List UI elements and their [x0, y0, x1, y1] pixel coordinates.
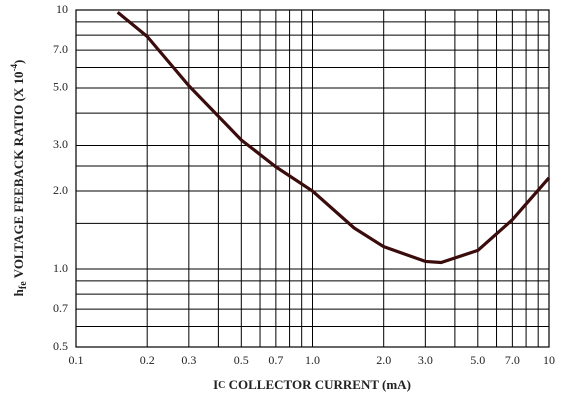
y-tick-label: 10: [56, 2, 68, 16]
x-tick-label: 2.0: [376, 353, 391, 367]
y-label-sup: -4: [9, 64, 19, 72]
x-axis-label: IC COLLECTOR CURRENT (mA): [213, 377, 411, 392]
x-tick-label: 10: [543, 353, 555, 367]
y-tick-label: 3.0: [53, 137, 68, 151]
x-tick-label: 7.0: [505, 353, 520, 367]
x-tick-label: 3.0: [418, 353, 433, 367]
y-tick-label: 2.0: [53, 183, 68, 197]
y-label-end: ): [11, 60, 26, 64]
y-label-main: h: [11, 288, 26, 296]
x-label-main: I: [213, 377, 218, 392]
y-tick-label: 7.0: [53, 42, 68, 56]
x-tick-label: 1.0: [305, 353, 320, 367]
x-tick-label: 0.3: [181, 353, 196, 367]
x-tick-label: 0.5: [234, 353, 249, 367]
x-tick-label: 0.1: [69, 353, 84, 367]
y-label-text: VOLTAGE FEEBACK RATIO (X 10: [11, 72, 26, 282]
x-tick-label: 0.2: [140, 353, 155, 367]
y-tick-label: 0.7: [53, 301, 68, 315]
y-tick-label: 5.0: [53, 80, 68, 94]
x-tick-label: 0.7: [268, 353, 283, 367]
data-line: [116, 11, 551, 265]
y-axis-label: hfe VOLTAGE FEEBACK RATIO (X 10-4): [9, 60, 29, 297]
x-tick-label: 5.0: [470, 353, 485, 367]
y-tick-label: 1.0: [53, 261, 68, 275]
y-tick-label: 0.5: [53, 339, 68, 353]
x-label-text: COLLECTOR CURRENT (mA): [225, 377, 411, 392]
x-label-sub: C: [218, 380, 225, 391]
y-label-sub: fe: [18, 281, 29, 289]
